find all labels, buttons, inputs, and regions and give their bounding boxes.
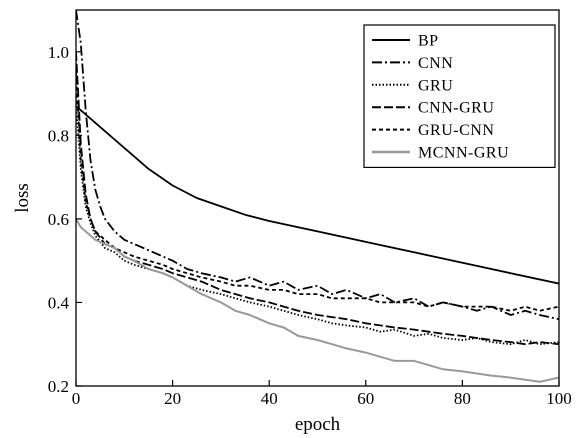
x-tick-label: 60 <box>357 389 374 408</box>
x-axis-title: epoch <box>295 414 341 435</box>
y-tick-label: 0.6 <box>48 210 69 229</box>
legend-label: MCNN-GRU <box>418 145 509 162</box>
series-line-mcnn-gru <box>76 218 559 383</box>
x-tick-label: 0 <box>72 389 81 408</box>
y-tick-label: 0.4 <box>48 293 70 312</box>
y-tick-label: 1.0 <box>48 43 69 62</box>
legend-box <box>363 24 556 168</box>
legend-label: GRU-CNN <box>418 122 494 139</box>
x-tick-label: 40 <box>261 389 278 408</box>
y-axis-title: loss <box>12 183 33 213</box>
legend-label: CNN <box>418 55 453 72</box>
axis-ticks <box>75 51 560 387</box>
legend-label: CNN-GRU <box>418 100 494 117</box>
x-tick-label: 100 <box>546 389 572 408</box>
y-tick-label: 0.8 <box>48 126 69 145</box>
axis-tick-labels: 0 20 40 60 80 100 0.2 0.4 0.6 0.8 1.0 <box>48 43 572 408</box>
y-tick-label: 0.2 <box>48 377 69 396</box>
x-tick-label: 80 <box>454 389 471 408</box>
legend: BP CNN GRU CNN-GRU GRU-CNN MCNN-GRU <box>363 24 556 168</box>
series-line-bp <box>76 105 559 285</box>
x-tick-label: 20 <box>164 389 181 408</box>
legend-label: BP <box>418 33 439 50</box>
series-lines <box>76 10 559 383</box>
legend-label: GRU <box>418 77 453 94</box>
plot-frame <box>75 9 560 387</box>
